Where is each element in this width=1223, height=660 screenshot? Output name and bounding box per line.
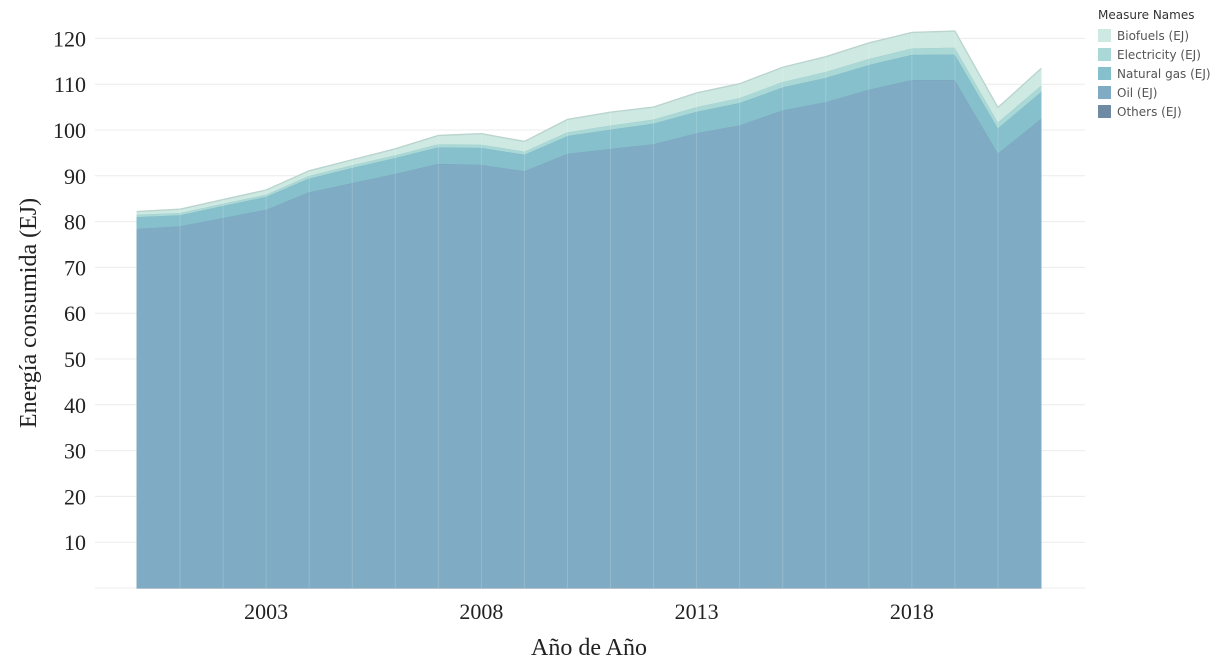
legend-item[interactable]: Natural gas (EJ)	[1098, 64, 1211, 83]
y-tick-label: 60	[64, 301, 86, 326]
y-tick-label: 10	[64, 530, 86, 555]
vertical-grid-layer	[179, 31, 999, 588]
legend-swatch	[1098, 48, 1111, 61]
legend-label: Biofuels (EJ)	[1117, 28, 1190, 43]
area-layer	[136, 30, 1042, 589]
y-tick-label: 80	[64, 210, 86, 235]
y-tick-label: 120	[53, 26, 86, 51]
legend-item[interactable]: Oil (EJ)	[1098, 83, 1211, 102]
line-biofuels	[136, 30, 1042, 213]
y-tick-label: 90	[64, 164, 86, 189]
x-tick-label: 2018	[890, 599, 934, 624]
area-oil	[136, 79, 1042, 589]
y-tick-label: 50	[64, 347, 86, 372]
legend-label: Electricity (EJ)	[1117, 47, 1201, 62]
legend-label: Natural gas (EJ)	[1117, 66, 1211, 81]
x-axis-ticks: 2003 2008 2013 2018	[244, 599, 934, 624]
legend-swatch	[1098, 86, 1111, 99]
y-tick-label: 70	[64, 255, 86, 280]
legend-items: Biofuels (EJ) Electricity (EJ) Natural gas…	[1098, 26, 1211, 121]
legend-title: Measure Names	[1098, 8, 1195, 22]
y-axis-title: Energía consumida (EJ)	[16, 198, 42, 428]
x-tick-label: 2013	[675, 599, 719, 624]
legend-swatch	[1098, 105, 1111, 118]
y-tick-label: 20	[64, 484, 86, 509]
legend-swatch	[1098, 29, 1111, 42]
x-tick-label: 2008	[459, 599, 503, 624]
x-tick-label: 2003	[244, 599, 288, 624]
y-axis-ticks: 10 20 30 40 50 60 70 80 90 100 110 120	[53, 26, 86, 555]
legend-item[interactable]: Biofuels (EJ)	[1098, 26, 1211, 45]
y-tick-label: 30	[64, 439, 86, 464]
legend: Measure Names Biofuels (EJ) Electricity (…	[1098, 8, 1211, 121]
y-tick-label: 40	[64, 393, 86, 418]
y-tick-label: 100	[53, 118, 86, 143]
legend-swatch	[1098, 67, 1111, 80]
y-tick-label: 110	[54, 72, 86, 97]
legend-label: Oil (EJ)	[1117, 85, 1158, 100]
legend-item[interactable]: Electricity (EJ)	[1098, 45, 1211, 64]
x-axis-title: Año de Año	[531, 635, 647, 660]
legend-item[interactable]: Others (EJ)	[1098, 102, 1211, 121]
legend-label: Others (EJ)	[1117, 104, 1182, 119]
